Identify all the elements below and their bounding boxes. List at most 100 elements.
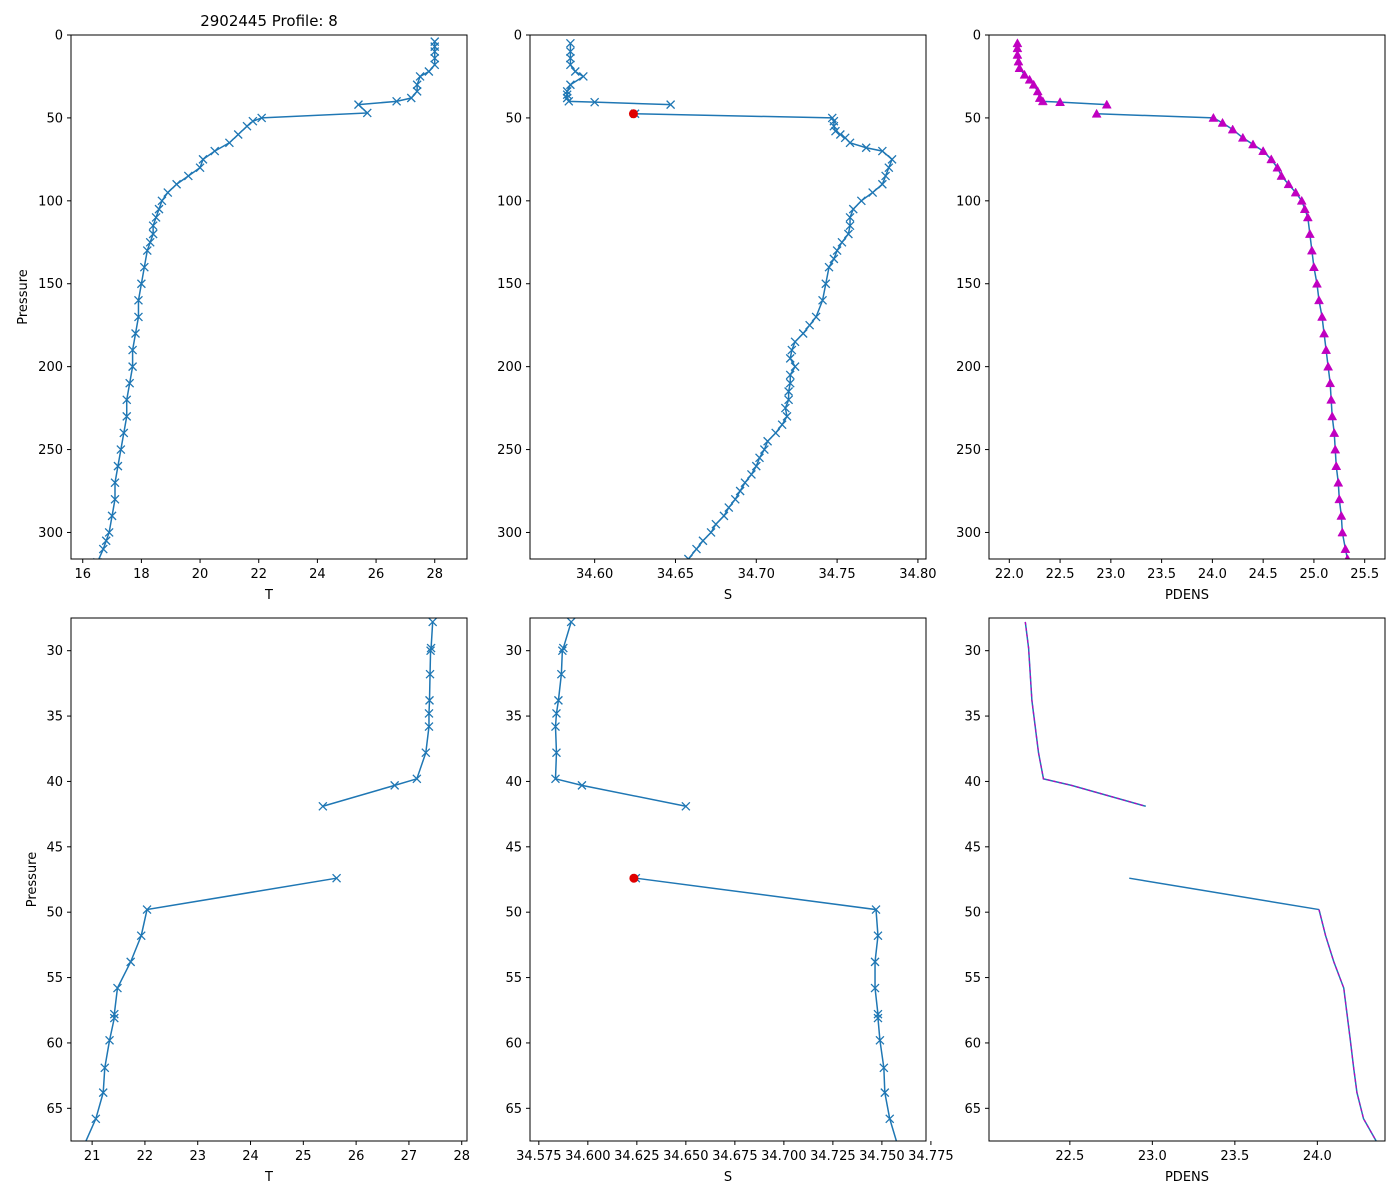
x-tick-label: 26 — [348, 1149, 365, 1164]
data-point-x — [556, 669, 566, 679]
data-point-x — [154, 204, 164, 214]
x-tick-label: 34.700 — [761, 1149, 807, 1164]
data-point-triangle — [1266, 154, 1277, 164]
data-point-x — [430, 47, 440, 57]
data-point-x — [142, 246, 152, 256]
data-point-triangle — [1028, 79, 1039, 89]
data-point-triangle — [1258, 146, 1269, 155]
x-tick-label: 22.5 — [1046, 567, 1075, 582]
data-point-x — [136, 931, 146, 941]
data-point-triangle — [1317, 311, 1327, 321]
y-tick-label: 55 — [964, 971, 981, 986]
y-axis-label: Pressure — [16, 269, 31, 325]
x-tick-label: 34.75 — [818, 567, 855, 582]
y-tick-label: 200 — [956, 360, 981, 375]
data-point-x — [777, 420, 787, 430]
data-point-x — [426, 646, 436, 656]
x-tick-label: 24 — [242, 1149, 259, 1164]
data-point-x — [798, 329, 808, 338]
y-tick-label: 30 — [46, 644, 63, 659]
data-point-x — [861, 143, 871, 153]
data-point-triangle — [1329, 427, 1340, 437]
data-point-x — [565, 60, 575, 70]
data-point-triangle — [1037, 96, 1048, 106]
data-point-x — [424, 722, 434, 731]
y-tick-label: 40 — [46, 775, 63, 790]
x-tick-label: 25.0 — [1299, 567, 1328, 582]
data-point-x — [151, 212, 161, 222]
data-point-triangle — [1227, 124, 1238, 134]
data-point-triangle — [1217, 117, 1228, 127]
data-point-x — [578, 71, 588, 81]
x-tick-label: 25.5 — [1350, 567, 1379, 582]
data-point-triangle — [1306, 245, 1317, 255]
data-point-x — [362, 108, 372, 118]
y-tick-label: 50 — [964, 906, 981, 921]
data-point-triangle — [1337, 527, 1348, 537]
y-tick-label: 45 — [964, 840, 981, 855]
panel-t-full: 16 18 20 22 24 26 28 0 50 100 150 200 250 300 T Pressur… — [16, 29, 468, 603]
data-point-triangle — [1330, 444, 1341, 454]
x-tick-label: 34.65 — [657, 567, 694, 582]
data-point-x — [119, 428, 129, 438]
data-point-x — [113, 461, 123, 471]
series-line — [566, 43, 671, 106]
axes-frame — [70, 34, 468, 560]
data-point-triangle — [1336, 510, 1347, 520]
data-point-x — [134, 312, 143, 322]
data-point-x — [829, 121, 839, 131]
x-tick-label: 23.0 — [1138, 1149, 1167, 1164]
data-point-x — [242, 121, 252, 131]
data-point-x — [157, 196, 167, 206]
data-point-x — [570, 67, 580, 76]
plot-area — [562, 38, 897, 559]
x-tick-label: 23.5 — [1147, 567, 1176, 582]
data-point-x — [873, 1013, 883, 1023]
data-point-triangle — [1325, 378, 1336, 388]
data-point-x — [558, 643, 568, 653]
data-point-x — [424, 67, 434, 76]
data-point-x — [562, 86, 572, 96]
data-point-x — [785, 378, 795, 388]
y-tick-label: 50 — [505, 906, 522, 921]
data-point-triangle — [1208, 112, 1219, 122]
data-point-triangle — [1237, 132, 1248, 142]
x-tick-label: 22 — [137, 1149, 154, 1164]
data-point-x — [332, 873, 342, 883]
data-point-x — [172, 179, 182, 189]
data-point-triangle — [1055, 97, 1066, 107]
data-point-triangle — [1340, 544, 1351, 553]
data-point-x — [787, 345, 797, 355]
y-tick-label: 100 — [956, 194, 981, 209]
data-point-x — [870, 983, 880, 993]
x-tick-label: 26 — [368, 567, 385, 582]
data-point-triangle — [1032, 86, 1043, 96]
y-tick-label: 100 — [497, 194, 522, 209]
data-point-x — [426, 643, 436, 653]
x-tick-label: 34.575 — [516, 1149, 562, 1164]
y-tick-label: 60 — [505, 1036, 522, 1051]
data-point-x — [566, 618, 576, 627]
data-point-x — [100, 1063, 110, 1073]
data-point-x — [428, 618, 438, 627]
data-point-x — [877, 179, 887, 189]
data-point-x — [122, 411, 132, 421]
y-tick-label: 30 — [964, 644, 981, 659]
y-tick-label: 65 — [505, 1102, 522, 1117]
x-tick-label: 34.650 — [663, 1149, 709, 1164]
data-point-x — [430, 53, 440, 63]
series-line — [554, 621, 686, 808]
y-tick-label: 0 — [973, 29, 981, 44]
data-point-x — [843, 229, 853, 239]
x-tick-label: 18 — [133, 567, 150, 582]
data-point-x — [698, 536, 708, 546]
y-tick-label: 50 — [46, 111, 63, 126]
data-point-x — [125, 378, 135, 388]
axes-frame — [529, 34, 927, 560]
data-point-x — [91, 1114, 101, 1124]
data-point-x — [893, 1140, 902, 1141]
data-point-triangle — [1014, 63, 1025, 73]
data-point-x — [873, 931, 883, 941]
series-line — [98, 41, 436, 559]
